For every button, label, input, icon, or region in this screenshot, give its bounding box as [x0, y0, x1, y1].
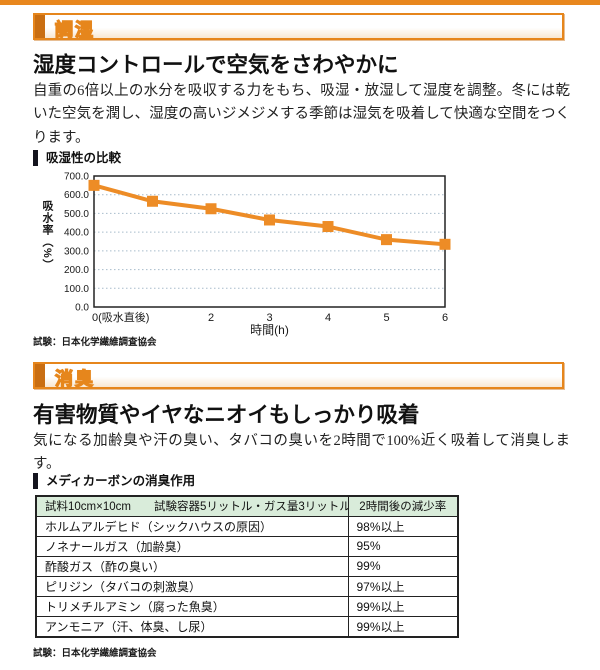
- humidity-heading: 湿度コントロールで空気をさわやかに: [33, 53, 399, 77]
- section-header-left-block: [35, 364, 45, 387]
- section-title-humidity: 調湿: [54, 19, 95, 40]
- section-header-deodorant: 消臭: [33, 362, 564, 390]
- substance-cell: ピリジン（タバコの刺激臭）: [35, 575, 349, 597]
- table-row: ピリジン（タバコの刺激臭） 97%以上: [35, 575, 459, 597]
- y-tick-label: 0.0: [75, 303, 89, 314]
- table-row: トリメチルアミン（腐った魚臭） 99%以上: [35, 595, 459, 617]
- x-tick-label: 0(吸水直後): [92, 310, 149, 324]
- y-tick-label: 500.0: [64, 209, 89, 220]
- deodorant-table: 試料10cm×10cm 試験容器5リットル・ガス量3リットル 2時間後の減少率 …: [35, 495, 459, 638]
- data-point-marker: [264, 214, 275, 226]
- substance-cell: 酢酸ガス（酢の臭い）: [35, 555, 349, 577]
- y-tick-label: 100.0: [64, 284, 89, 295]
- deodorant-source-caption: 試験：日本化学繊維調査協会: [33, 648, 157, 659]
- hygroscopicity-chart: 吸水率（%） 0.0 100.0 200.0 300.0 400.0 500.0 600.0…: [33, 170, 578, 340]
- table-row: ノネナールガス（加齢臭） 95%: [35, 535, 459, 557]
- x-tick-label: 5: [383, 312, 389, 324]
- chart-x-axis-label: 時間(h): [250, 323, 289, 337]
- humidity-source-caption: 試験：日本化学繊維調査協会: [33, 337, 157, 348]
- reduction-cell: 99%以上: [347, 615, 459, 637]
- data-point-marker: [439, 238, 451, 250]
- data-point-marker: [205, 203, 217, 215]
- y-tick-label: 600.0: [64, 190, 89, 201]
- chart-y-axis-label: 吸水率（%）: [41, 200, 53, 271]
- x-tick-label: 2: [208, 312, 214, 324]
- table-row: アンモニア（汗、体臭、し尿） 99%以上: [35, 615, 459, 637]
- section-header-humidity: 調湿: [33, 13, 564, 41]
- table-row: ホルムアルデヒド（シックハウスの原因） 98%以上: [35, 515, 459, 537]
- substance-cell: アンモニア（汗、体臭、し尿）: [35, 615, 349, 637]
- reduction-cell: 95%: [347, 535, 459, 557]
- data-point-marker: [88, 179, 100, 191]
- humidity-body-text: 自重の6倍以上の水分を吸収する力をもち、吸湿・放湿して湿度を調整。冬には乾いた空…: [33, 83, 570, 146]
- top-accent-bar: [0, 0, 600, 5]
- reduction-cell: 98%以上: [347, 515, 459, 537]
- table-row: 酢酸ガス（酢の臭い） 99%: [35, 555, 459, 577]
- y-tick-label: 700.0: [64, 172, 89, 183]
- chart-label: 吸湿性の比較: [33, 150, 121, 166]
- reduction-cell: 99%以上: [347, 595, 459, 617]
- deodorant-heading: 有害物質やイヤなニオイもしっかり吸着: [33, 403, 420, 427]
- y-tick-label: 400.0: [64, 228, 89, 239]
- y-tick-label: 200.0: [64, 265, 89, 276]
- substance-cell: ノネナールガス（加齢臭）: [35, 535, 349, 557]
- reduction-cell: 99%: [347, 555, 459, 577]
- reduction-cell: 97%以上: [347, 575, 459, 597]
- deodorant-body-text: 気になる加齢臭や汗の臭い、タバコの臭いを2時間で100%近く吸着して消臭します。: [33, 433, 570, 473]
- table-label: メディカーボンの消臭作用: [33, 473, 195, 489]
- data-point-marker: [322, 221, 334, 233]
- substance-cell: トリメチルアミン（腐った魚臭）: [35, 595, 349, 617]
- table-header-row: 試料10cm×10cm 試験容器5リットル・ガス量3リットル 2時間後の減少率: [35, 495, 459, 517]
- data-point-marker: [147, 195, 158, 207]
- section-header-left-block: [35, 15, 45, 38]
- chart-canvas: 0.0 100.0 200.0 300.0 400.0 500.0 600.0 700.0 0(…: [64, 172, 451, 337]
- x-tick-label: 3: [266, 312, 272, 324]
- section-title-deodorant: 消臭: [54, 368, 95, 389]
- x-tick-label: 4: [325, 312, 331, 324]
- substance-cell: ホルムアルデヒド（シックハウスの原因）: [35, 515, 349, 537]
- table-header-reduction: 2時間後の減少率: [347, 495, 459, 517]
- data-point-marker: [381, 234, 392, 246]
- y-tick-label: 300.0: [64, 246, 89, 257]
- table-header-conditions: 試料10cm×10cm 試験容器5リットル・ガス量3リットル: [35, 495, 349, 517]
- x-tick-label: 6: [442, 312, 448, 324]
